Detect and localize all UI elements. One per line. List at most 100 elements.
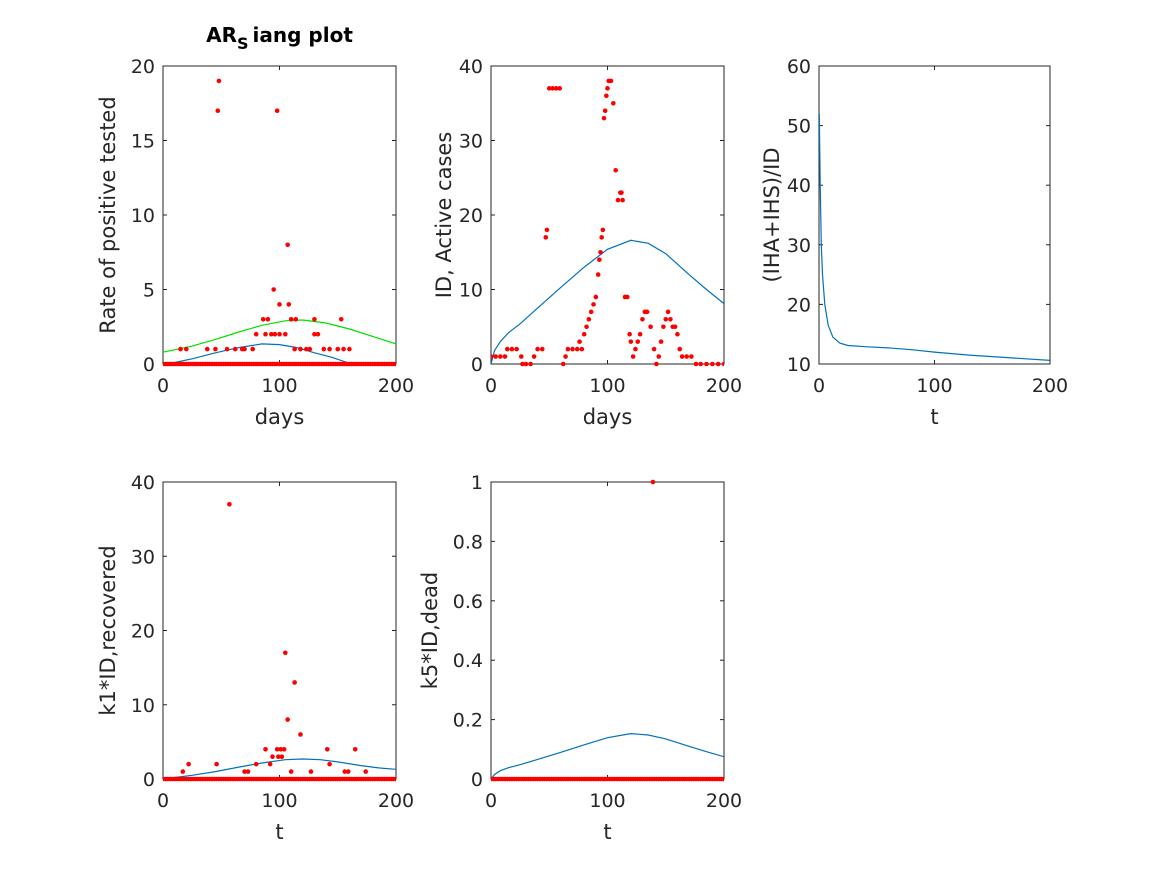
- axes-box: [162, 65, 397, 365]
- data-point: [644, 309, 650, 315]
- y-tick-label: 0.2: [453, 710, 483, 732]
- data-point: [253, 331, 259, 337]
- data-point: [242, 769, 247, 774]
- y-tick-label: 0.8: [453, 531, 483, 553]
- data-point: [307, 346, 313, 352]
- y-tick-label: 0.6: [453, 591, 483, 613]
- x-tick-label: 100: [589, 375, 625, 397]
- data-point: [293, 317, 299, 322]
- y-tick-label: 0: [143, 354, 155, 376]
- data-point: [341, 346, 346, 352]
- y-tick-label: 10: [787, 354, 811, 376]
- data-point: [602, 108, 608, 113]
- data-point: [263, 331, 268, 337]
- series-line-2: [163, 319, 396, 353]
- data-point: [635, 339, 641, 344]
- data-point: [204, 346, 210, 352]
- data-point: [605, 86, 610, 91]
- data-point: [656, 354, 662, 359]
- data-point: [263, 747, 268, 752]
- data-point: [600, 227, 606, 233]
- data-point: [180, 769, 186, 774]
- y-tick-label: 5: [143, 280, 155, 302]
- x-axis-label: t: [275, 820, 283, 844]
- data-point: [620, 197, 625, 203]
- data-point: [613, 168, 618, 173]
- data-point: [553, 86, 559, 91]
- data-point: [342, 769, 348, 774]
- data-point: [627, 331, 632, 337]
- data-point: [663, 317, 669, 322]
- series-line-1: [491, 239, 724, 365]
- y-tick-label: 20: [459, 205, 483, 227]
- data-point: [615, 197, 621, 203]
- data-point: [279, 754, 285, 760]
- data-point: [315, 331, 321, 337]
- data-point: [597, 257, 602, 263]
- data-point: [704, 361, 709, 367]
- data-point: [184, 346, 189, 352]
- subplot-4: 0 10 20 30 40 0 100 200 t k1*ID,recovered: [96, 472, 414, 844]
- x-tick-label: 200: [706, 375, 742, 397]
- data-point: [595, 272, 601, 277]
- title-subscript: S: [237, 34, 249, 53]
- data-point: [543, 235, 549, 240]
- data-point: [352, 747, 358, 752]
- x-tick-label: 200: [1032, 375, 1068, 397]
- data-point: [509, 346, 515, 352]
- data-point: [684, 354, 690, 359]
- data-point: [271, 287, 276, 292]
- data-point: [216, 78, 222, 84]
- data-point: [242, 346, 247, 352]
- data-point: [693, 361, 699, 367]
- y-tick-label: 50: [787, 116, 811, 138]
- data-point: [539, 346, 545, 352]
- x-tick-label: 0: [485, 375, 497, 397]
- data-point: [288, 317, 294, 322]
- series-line-1: [163, 758, 396, 780]
- axes-box: [818, 65, 1051, 365]
- series-line-1: [491, 732, 724, 780]
- data-point: [277, 331, 282, 337]
- data-point: [546, 86, 552, 91]
- data-point: [528, 361, 533, 367]
- data-point: [283, 650, 288, 656]
- data-layer: [491, 78, 724, 367]
- x-tick-label: 0: [813, 375, 825, 397]
- x-tick-label: 100: [261, 790, 297, 812]
- y-tick-label: 20: [131, 56, 155, 78]
- data-point: [312, 317, 317, 322]
- data-point: [514, 346, 519, 352]
- data-point: [213, 346, 218, 352]
- data-point: [648, 324, 653, 330]
- data-point: [520, 361, 525, 367]
- y-tick-label: 10: [131, 205, 155, 227]
- data-point: [633, 346, 638, 352]
- subplot-5: 0 0.2 0.4 0.6 0.8 1 0 100 200 t k5*ID,dead: [418, 472, 742, 844]
- x-tick-label: 100: [589, 790, 625, 812]
- y-tick-label: 0: [471, 354, 483, 376]
- data-point: [303, 346, 309, 352]
- data-point: [285, 717, 290, 722]
- y-tick-label: 15: [131, 131, 155, 153]
- data-point: [715, 361, 721, 367]
- data-point: [535, 346, 540, 352]
- data-point: [654, 361, 659, 367]
- y-axis-label: Rate of positive tested: [96, 96, 120, 333]
- y-tick-label: 1: [471, 472, 483, 494]
- data-layer: [491, 479, 724, 782]
- y-tick-label: 60: [787, 56, 811, 78]
- y-tick-label: 0.4: [453, 650, 483, 672]
- data-point: [327, 346, 332, 352]
- data-layer: [819, 113, 1050, 361]
- data-point: [544, 227, 550, 233]
- data-point: [721, 776, 724, 782]
- x-tick-label: 100: [261, 375, 297, 397]
- data-point: [608, 78, 614, 84]
- data-point: [658, 339, 664, 344]
- axes-box: [162, 481, 397, 780]
- data-point: [298, 346, 303, 352]
- data-point: [601, 115, 607, 121]
- data-point: [502, 354, 508, 359]
